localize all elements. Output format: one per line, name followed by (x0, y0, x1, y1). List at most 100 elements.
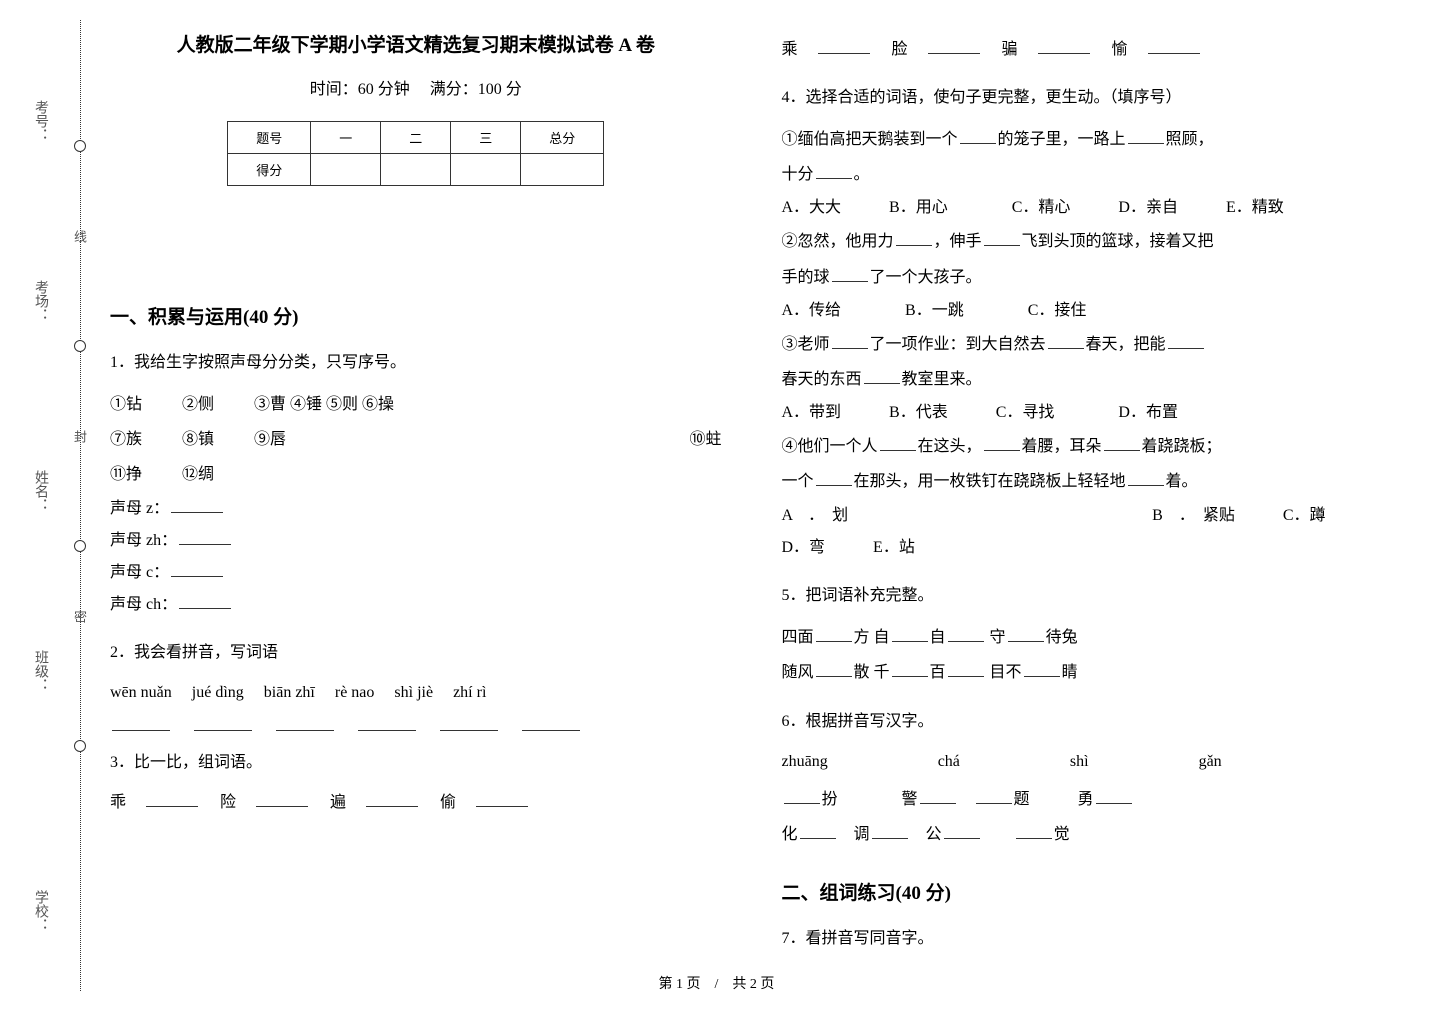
question-4: 4．选择合适的词语，使句子更完整，更生动。（填序号） ①缅伯高把天鹅装到一个的笼… (782, 82, 1394, 564)
blank (256, 791, 308, 807)
blank (892, 661, 928, 677)
q4-p4: ④他们一个人在这头，着腰，耳朵着跷跷板； 一个在那头，用一枚铁钉在跷跷板上轻轻地… (782, 429, 1394, 499)
binding-circle (74, 540, 86, 552)
blank (1016, 823, 1052, 839)
blank (171, 561, 223, 577)
blank (832, 333, 868, 349)
binding-margin: 考号： 考场： 姓名： 班级： 学校： 密 封 线 (60, 20, 100, 991)
text: 一个 (782, 473, 814, 490)
text: 着。 (1166, 473, 1198, 490)
text: 化 (782, 826, 798, 843)
right-column: 乘 脸 骗 愉 4．选择合适的词语，使句子更完整，更生动。（填序号） ①缅伯高把… (782, 30, 1394, 950)
full-score-label: 满分：100 分 (430, 81, 522, 98)
seal-char-xian: 线 (70, 230, 89, 251)
q1-line-zh: 声母 zh： (110, 525, 722, 557)
seal-char-mi: 密 (70, 610, 89, 631)
blank (358, 715, 416, 731)
q6-pinyin: shì (1070, 746, 1089, 778)
q3-row2-wrap: 乘 脸 骗 愉 (782, 34, 1394, 66)
q1-item: ①钻 (110, 387, 142, 422)
text: ③老师 (782, 336, 830, 353)
blank (112, 715, 170, 731)
text: 公 (910, 826, 942, 843)
q1-item: ⑩蛀 (689, 422, 721, 457)
text: 散 千 (854, 664, 890, 681)
q6-pinyin: zhuāng (782, 746, 828, 778)
blank (171, 497, 223, 513)
seal-char-feng: 封 (70, 430, 89, 451)
q2-pinyin: shì jiè (394, 677, 433, 709)
blank (896, 230, 932, 246)
q1-line-c: 声母 c： (110, 557, 722, 589)
q1-item: ③曹 ④锤 ⑤则 ⑥操 (254, 387, 394, 422)
score-th-1: 一 (311, 122, 381, 154)
text: 四面 (782, 629, 814, 646)
text: 目不 (986, 664, 1022, 681)
blank (800, 823, 836, 839)
q2-pinyin: wēn nuǎn (110, 677, 172, 709)
q4-p3: ③老师了一项作业：到大自然去春天，把能 春天的东西教室里来。 (782, 327, 1394, 397)
score-th-q: 题号 (228, 122, 311, 154)
score-table: 题号 一 二 三 总分 得分 (227, 121, 604, 186)
page-footer: 第 1 页 / 共 2 页 (0, 973, 1433, 993)
binding-circle (74, 740, 86, 752)
text: ①缅伯高把天鹅装到一个 (782, 131, 958, 148)
blank (818, 38, 870, 54)
q4-head: 4．选择合适的词语，使句子更完整，更生动。（填序号） (782, 82, 1394, 114)
text: ，伸手 (934, 233, 982, 250)
question-5: 5．把词语补充完整。 四面方 自自 守待兔 随风散 千百 目不睛 (782, 580, 1394, 690)
q6-pinyin: chá (938, 746, 960, 778)
text: 调 (838, 826, 870, 843)
blank (872, 823, 908, 839)
binding-label-class: 班级： (30, 650, 50, 692)
score-cell (451, 154, 521, 186)
text: 着跷跷板； (1142, 438, 1222, 455)
text: 在那头，用一枚铁钉在跷跷板上轻轻地 (854, 473, 1126, 490)
binding-dotted-line (80, 20, 81, 991)
blank (880, 435, 916, 451)
blank (276, 715, 334, 731)
binding-label-room: 考场： (30, 280, 50, 322)
blank (194, 715, 252, 731)
text: 觉 (1054, 826, 1070, 843)
binding-label-name: 姓名： (30, 470, 50, 512)
exam-title: 人教版二年级下学期小学语文精选复习期末模拟试卷 A 卷 (110, 30, 722, 57)
question-1: 1．我给生字按照声母分分类，只写序号。 ①钻 ②侧 ③曹 ④锤 ⑤则 ⑥操 ⑦族… (110, 347, 722, 621)
q3-head: 3．比一比，组词语。 (110, 747, 722, 779)
text: 教室里来。 (902, 371, 982, 388)
q1-label: 声母 zh： (110, 532, 177, 549)
left-column: 人教版二年级下学期小学语文精选复习期末模拟试卷 A 卷 时间：60 分钟 满分：… (110, 30, 722, 950)
binding-circle (74, 140, 86, 152)
q6-pinyin-row: zhuāng chá shì gǎn (782, 746, 1394, 778)
blank (832, 266, 868, 282)
section-2-title: 二、组词练习(40 分) (782, 878, 1394, 905)
blank (179, 593, 231, 609)
text: ④他们一个人 (782, 438, 878, 455)
q4-p1-opts: A．大大 B．用心 C．精心 D．亲自 E．精致 (782, 192, 1394, 224)
q2-pinyin: jué dìng (192, 677, 244, 709)
page-content: 人教版二年级下学期小学语文精选复习期末模拟试卷 A 卷 时间：60 分钟 满分：… (110, 30, 1393, 950)
q3-char: 险 (220, 794, 236, 811)
text: 百 (930, 664, 946, 681)
score-th-2: 二 (381, 122, 451, 154)
q2-pinyin: zhí rì (453, 677, 486, 709)
question-6: 6．根据拼音写汉字。 zhuāng chá shì gǎn 扮 警 题 勇 化 … (782, 706, 1394, 852)
score-cell (311, 154, 381, 186)
text: 随风 (782, 664, 814, 681)
q4-p1: ①缅伯高把天鹅装到一个的笼子里，一路上照顾， 十分。 (782, 122, 1394, 192)
text: 了一项作业：到大自然去 (870, 336, 1046, 353)
text: 扮 警 (822, 791, 918, 808)
score-row-label: 得分 (228, 154, 311, 186)
q1-label: 声母 z： (110, 500, 169, 517)
blank (440, 715, 498, 731)
q6-pinyin: gǎn (1199, 746, 1222, 778)
score-cell (381, 154, 451, 186)
blank (892, 626, 928, 642)
q2-blanks (110, 715, 722, 731)
q1-item: ⑫绸 (182, 457, 214, 492)
q6-row1: 扮 警 题 勇 (782, 782, 1394, 817)
q1-items: ①钻 ②侧 ③曹 ④锤 ⑤则 ⑥操 ⑦族 ⑧镇 ⑨唇 ⑩蛀 ⑪挣 ⑫绸 (110, 387, 722, 493)
blank (1128, 470, 1164, 486)
q2-head: 2．我会看拼音，写词语 (110, 637, 722, 669)
text: 春天的东西 (782, 371, 862, 388)
